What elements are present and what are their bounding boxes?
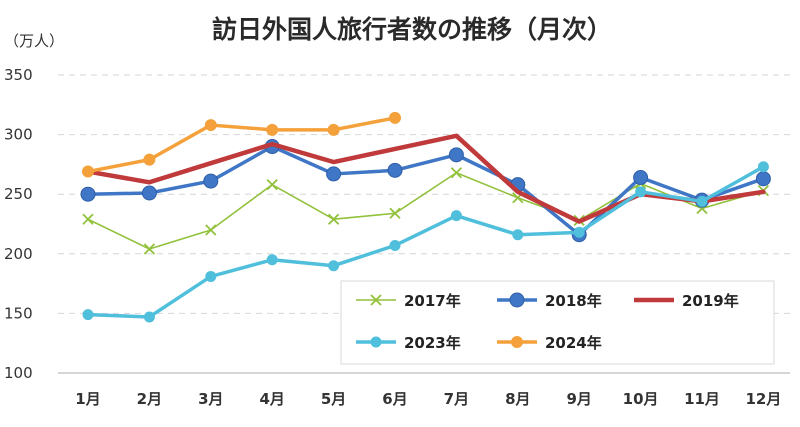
gridlines: [58, 74, 790, 374]
data-point: [448, 147, 464, 163]
data-point: [143, 153, 156, 166]
y-tick-label: 350: [4, 66, 33, 84]
legend-box: [340, 280, 775, 365]
y-tick-label: 100: [4, 364, 33, 382]
legend-label: 2023年: [404, 334, 461, 352]
x-tick-label: 3月: [198, 390, 223, 408]
legend-label: 2017年: [404, 292, 461, 310]
y-tick-label: 200: [4, 245, 33, 263]
data-point: [82, 213, 94, 225]
legend-swatch-marker: [509, 292, 525, 308]
series-line-2019: [85, 133, 766, 224]
x-tick-label: 6月: [382, 390, 407, 408]
marker-stroke: [327, 213, 340, 225]
data-point: [143, 311, 155, 323]
legend-item-2017: 2017年: [356, 292, 461, 310]
data-point: [327, 123, 340, 136]
legend-label: 2024年: [545, 334, 602, 352]
legend-item-2018: 2018年: [497, 292, 602, 310]
series-2024: [82, 111, 401, 178]
x-tick-label: 9月: [566, 390, 591, 408]
marker-stroke: [82, 213, 94, 225]
data-point: [450, 210, 462, 222]
data-point: [203, 173, 219, 189]
y-tick-label: 300: [4, 126, 33, 144]
marker-stroke: [389, 207, 401, 219]
legend-item-2019: 2019年: [634, 292, 739, 310]
data-point: [757, 161, 769, 173]
x-tick-label: 12月: [745, 390, 781, 408]
y-axis-unit-label: （万人）: [4, 32, 64, 50]
x-tick-label: 1月: [75, 390, 100, 408]
data-point: [387, 162, 403, 178]
series-line-2024: [86, 116, 397, 174]
marker-stroke: [143, 243, 156, 255]
legend: 2017年 2018年 2019年 2023年 2024年: [340, 280, 775, 365]
data-point: [204, 119, 217, 132]
series-line-2018: [86, 144, 766, 237]
data-point: [141, 185, 157, 201]
data-point: [143, 243, 156, 255]
data-point: [635, 186, 647, 198]
y-tick-label: 250: [4, 185, 33, 203]
x-tick-label: 10月: [623, 390, 659, 408]
data-point: [328, 260, 340, 272]
x-tick-label: 2月: [137, 390, 162, 408]
chart-title: 訪日外国人旅行者数の推移（月次）: [212, 15, 612, 44]
data-point: [389, 111, 401, 124]
data-point: [573, 226, 585, 238]
data-point: [266, 179, 278, 191]
legend-swatch-marker: [370, 294, 382, 306]
plot-area: [80, 111, 771, 323]
legend-swatch-marker: [511, 336, 523, 348]
x-tick-label: 5月: [321, 390, 346, 408]
data-point: [389, 239, 401, 251]
data-point: [696, 195, 708, 207]
data-point: [633, 170, 649, 186]
data-point: [205, 224, 217, 236]
y-tick-label: 150: [4, 304, 33, 322]
marker-stroke: [205, 224, 217, 236]
data-point: [82, 165, 94, 178]
x-tick-label: 7月: [444, 390, 469, 408]
series-2019: [85, 133, 766, 224]
data-point: [266, 123, 279, 136]
data-point: [755, 171, 771, 187]
data-point: [450, 167, 463, 179]
data-point: [327, 213, 340, 225]
data-point: [389, 207, 401, 219]
x-tick-label: 8月: [505, 390, 530, 408]
data-point: [205, 270, 217, 282]
series-line-2023: [86, 165, 766, 319]
data-point: [80, 186, 96, 202]
legend-label: 2018年: [545, 292, 602, 310]
legend-swatch-marker: [370, 336, 382, 348]
series-line-2017: [87, 171, 765, 250]
x-tick-label: 11月: [684, 390, 720, 408]
data-point: [512, 229, 524, 241]
legend-label: 2019年: [682, 292, 739, 310]
x-tick-label: 4月: [259, 390, 284, 408]
series-2017: [82, 167, 770, 255]
x-axis-ticks: 1月 2月 3月 4月 5月 6月 7月 8月 9月 10月 11月 12月: [75, 390, 781, 408]
series-2023: [82, 161, 769, 323]
data-point: [266, 254, 278, 266]
series-2018: [80, 139, 771, 243]
legend-item-2023: 2023年: [356, 334, 461, 352]
data-point: [326, 166, 342, 182]
marker-stroke: [450, 167, 463, 179]
y-axis-ticks: 100 150 200 250 300 350: [4, 66, 33, 382]
marker-stroke: [370, 294, 382, 306]
legend-item-2024: 2024年: [497, 334, 602, 352]
marker-stroke: [266, 179, 278, 191]
data-point: [82, 309, 94, 321]
